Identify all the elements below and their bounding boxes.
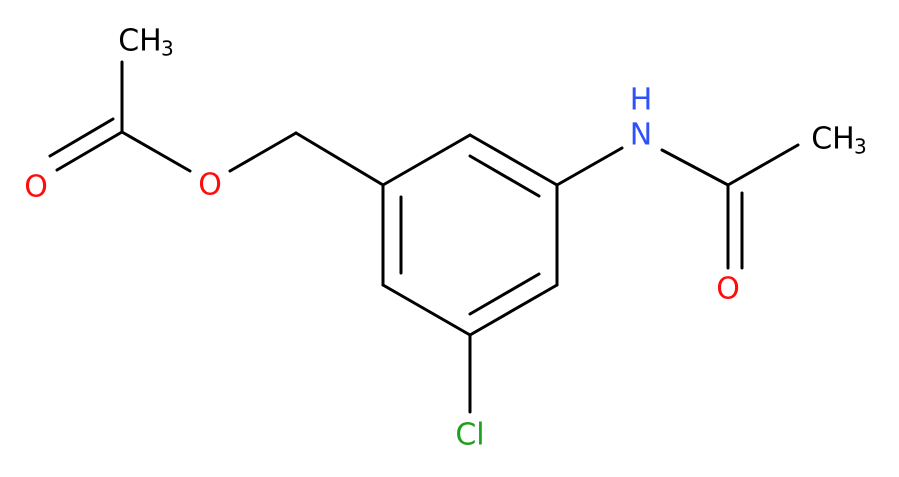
atom-label: O [24,170,48,205]
atom-subscript: 3 [161,37,174,61]
bond [381,283,472,337]
atoms: CH 3 O O H N CH 3 O Cl [24,24,867,453]
atom-label: CH [118,24,162,59]
atom-label: N [630,118,652,153]
atom-subscript: 3 [854,135,867,159]
bond [468,133,559,187]
atom-label: H [630,83,653,118]
bond [228,131,298,173]
bond [120,130,192,173]
bond [48,117,115,158]
atom-label: O [716,272,740,307]
bond [468,154,541,198]
bond [660,148,730,187]
bond [294,131,385,187]
bond [381,133,472,187]
bond [555,146,624,187]
atom-label: CH [811,122,855,157]
atom-label: O [198,168,222,203]
bond [55,130,124,172]
bond [468,283,559,337]
bond [468,272,541,316]
bond [726,143,800,187]
atom-label: Cl [455,418,484,453]
bonds [48,60,800,414]
